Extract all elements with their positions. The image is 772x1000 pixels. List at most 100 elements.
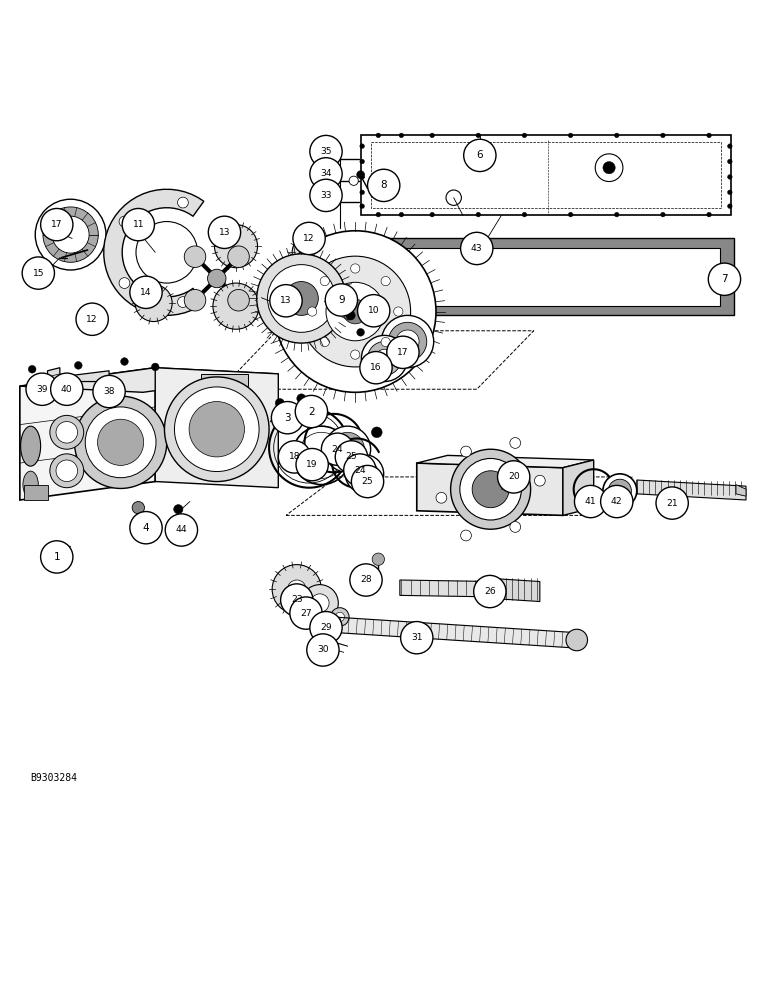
Circle shape	[472, 471, 509, 508]
Text: 21: 21	[666, 499, 678, 508]
Circle shape	[387, 336, 419, 368]
Circle shape	[603, 474, 637, 508]
Circle shape	[381, 337, 391, 347]
Circle shape	[275, 231, 436, 392]
Circle shape	[295, 395, 327, 428]
Text: 39: 39	[36, 385, 48, 394]
Circle shape	[351, 465, 384, 498]
Text: 16: 16	[371, 363, 382, 372]
Circle shape	[164, 377, 269, 482]
Text: 4: 4	[143, 523, 149, 533]
Circle shape	[178, 197, 188, 208]
Polygon shape	[493, 578, 540, 602]
Circle shape	[344, 454, 376, 486]
Text: 31: 31	[411, 633, 422, 642]
Circle shape	[189, 402, 245, 457]
Circle shape	[310, 135, 342, 168]
Circle shape	[268, 265, 335, 332]
Circle shape	[41, 541, 73, 573]
Circle shape	[357, 295, 390, 327]
Circle shape	[130, 276, 162, 308]
Circle shape	[120, 358, 128, 365]
Circle shape	[460, 458, 521, 520]
Ellipse shape	[23, 471, 39, 498]
Circle shape	[279, 441, 310, 473]
Circle shape	[290, 597, 322, 629]
Circle shape	[357, 171, 364, 178]
Circle shape	[151, 363, 159, 371]
Circle shape	[350, 350, 360, 359]
Circle shape	[119, 278, 130, 288]
Circle shape	[360, 190, 364, 195]
Text: 2: 2	[308, 407, 315, 417]
Text: 28: 28	[361, 575, 372, 584]
Circle shape	[165, 514, 198, 546]
Text: 24: 24	[354, 466, 366, 475]
Circle shape	[360, 159, 364, 164]
Circle shape	[335, 612, 344, 622]
Circle shape	[185, 246, 206, 267]
Circle shape	[228, 246, 249, 267]
Polygon shape	[417, 455, 594, 468]
Circle shape	[29, 365, 36, 373]
Text: 23: 23	[291, 595, 303, 604]
Circle shape	[706, 133, 711, 138]
Circle shape	[330, 608, 349, 626]
Polygon shape	[400, 580, 493, 597]
Circle shape	[476, 133, 481, 138]
Circle shape	[727, 204, 732, 208]
Circle shape	[74, 396, 167, 488]
Circle shape	[346, 311, 355, 320]
Circle shape	[461, 232, 493, 265]
Polygon shape	[361, 135, 730, 215]
Circle shape	[360, 204, 364, 208]
Circle shape	[727, 159, 732, 164]
Circle shape	[56, 460, 77, 482]
Polygon shape	[736, 485, 746, 496]
Circle shape	[215, 225, 258, 268]
Text: 34: 34	[320, 169, 332, 178]
Circle shape	[51, 373, 83, 405]
Bar	[201, 374, 248, 386]
Circle shape	[76, 303, 108, 335]
Circle shape	[381, 315, 434, 368]
Circle shape	[367, 342, 401, 375]
Circle shape	[361, 335, 408, 382]
Circle shape	[375, 349, 394, 368]
Circle shape	[320, 337, 330, 347]
Text: 35: 35	[320, 147, 332, 156]
Circle shape	[474, 575, 506, 608]
Text: 33: 33	[320, 191, 332, 200]
Circle shape	[335, 441, 367, 473]
Circle shape	[603, 162, 615, 174]
Circle shape	[360, 175, 364, 179]
Circle shape	[464, 139, 496, 172]
Text: 41: 41	[585, 497, 597, 506]
Circle shape	[301, 585, 338, 622]
Circle shape	[136, 222, 198, 283]
Text: 19: 19	[306, 460, 318, 469]
Circle shape	[270, 285, 302, 317]
Circle shape	[396, 330, 419, 353]
Circle shape	[399, 133, 404, 138]
Circle shape	[273, 565, 321, 614]
Circle shape	[296, 394, 306, 403]
Circle shape	[371, 427, 382, 438]
Text: 3: 3	[284, 413, 291, 423]
Text: 38: 38	[103, 387, 115, 396]
Circle shape	[497, 461, 530, 493]
Text: 6: 6	[476, 150, 483, 160]
Circle shape	[451, 449, 530, 529]
Text: 25: 25	[362, 477, 374, 486]
Text: 13: 13	[280, 296, 292, 305]
Circle shape	[350, 460, 378, 488]
Circle shape	[56, 422, 77, 443]
Text: 18: 18	[289, 452, 300, 461]
Circle shape	[307, 307, 317, 316]
Polygon shape	[48, 368, 109, 382]
Text: 43: 43	[471, 244, 482, 253]
Circle shape	[228, 289, 249, 311]
Circle shape	[727, 190, 732, 195]
Circle shape	[50, 415, 83, 449]
Polygon shape	[637, 480, 746, 500]
